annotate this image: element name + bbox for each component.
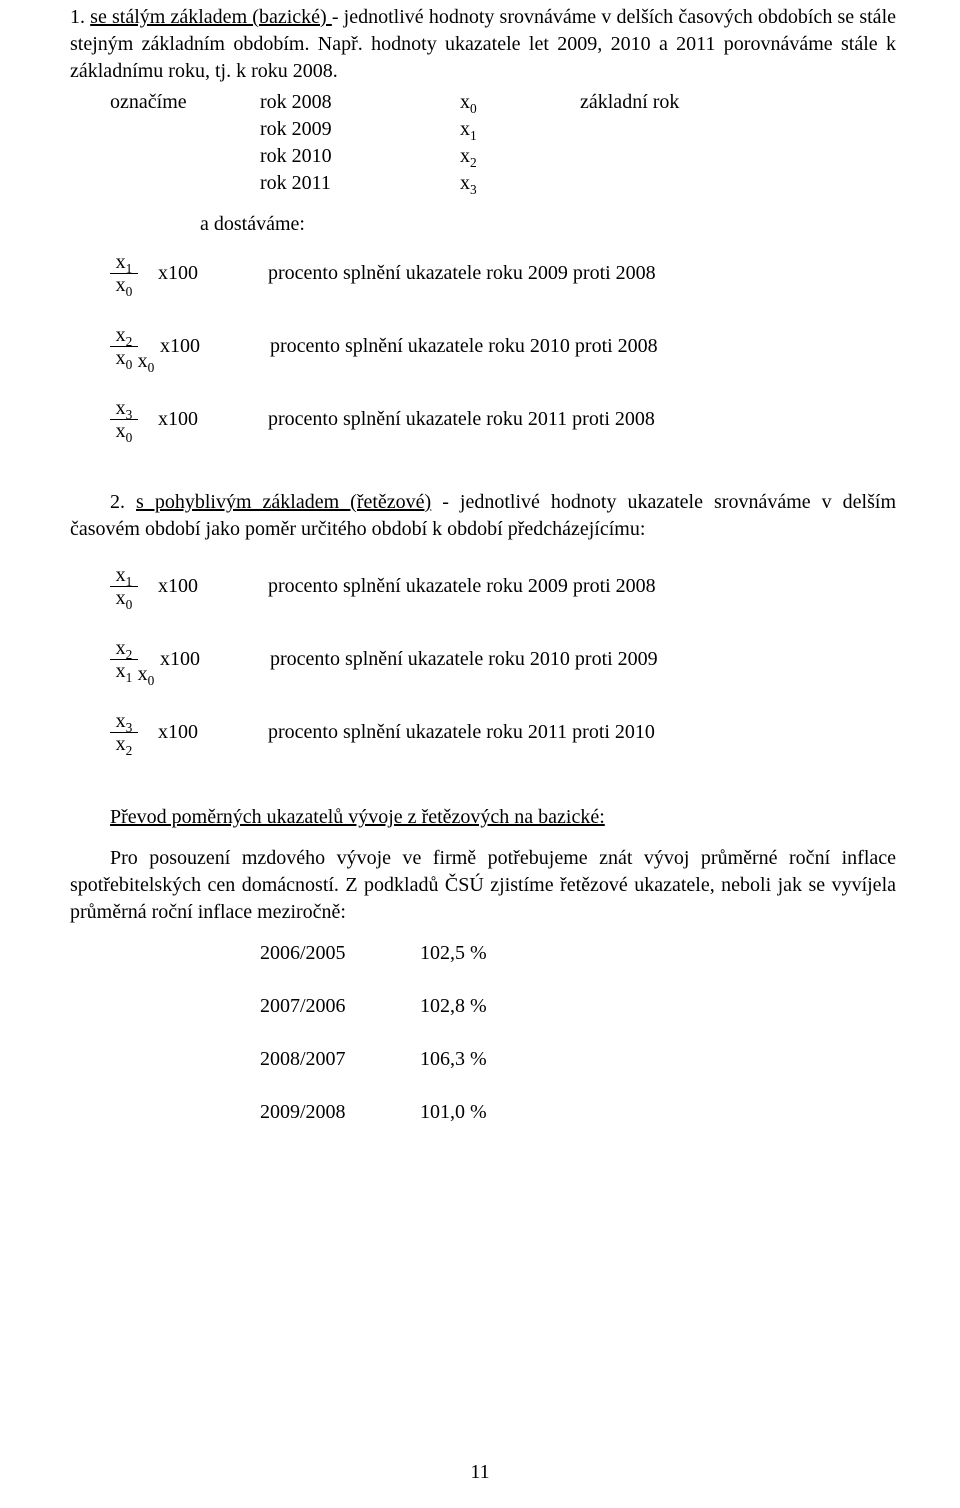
page-number: 11 [0, 1459, 960, 1486]
formula-description: procento splnění ukazatele roku 2009 pro… [268, 260, 656, 287]
frac-den-sub: 0 [126, 430, 133, 445]
frac-num-sub: 2 [126, 334, 133, 349]
paragraph-1-underlined: se stálým základem (bazické) [90, 6, 332, 28]
frac-num: x [116, 251, 126, 273]
note-cell: základní rok [580, 91, 679, 113]
times-100: x100 [160, 646, 200, 673]
formula-row: x2 x0 x0 x100 procento splnění ukazatele… [110, 325, 896, 368]
paragraph-2: 2. s pohyblivým základem (řetězové) - je… [70, 489, 896, 543]
formula-row: x3 x2 x100 procento splnění ukazatele ro… [110, 711, 896, 754]
x-sub: 3 [470, 182, 477, 197]
rok-cell: rok 2008 [260, 91, 332, 113]
period-cell: 2006/2005 [260, 940, 420, 967]
times-100: x100 [158, 573, 198, 600]
year-label-row: rok 2011 x3 [110, 170, 679, 197]
frac-den-sub: 0 [126, 597, 133, 612]
period-cell: 2007/2006 [260, 967, 420, 1020]
frac-num: x [116, 564, 126, 586]
formula-row: x3 x0 x100 procento splnění ukazatele ro… [110, 398, 896, 441]
year-label-row: rok 2009 x1 [110, 116, 679, 143]
frac-num-sub: 3 [126, 407, 133, 422]
paragraph-2-num: 2. [110, 491, 136, 513]
paragraph-1: 1. se stálým základem (bazické) - jednot… [70, 4, 896, 85]
ghost-fraction: x0 [132, 664, 160, 684]
year-label-table: označíme rok 2008 x0 základní rok rok 20… [110, 89, 679, 197]
oznacime-label: označíme [110, 89, 260, 116]
fraction: x1 x0 [110, 565, 138, 608]
value-cell: 102,5 % [420, 940, 487, 967]
section-heading: Převod poměrných ukazatelů vývoje z řetě… [110, 804, 896, 831]
ghost-den-sub: 0 [148, 673, 155, 688]
frac-num-sub: 1 [126, 574, 133, 589]
frac-num: x [116, 397, 126, 419]
frac-den: x [116, 587, 126, 609]
fraction: x3 x2 [110, 711, 138, 754]
year-label-row: označíme rok 2008 x0 základní rok [110, 89, 679, 116]
frac-den: x [116, 420, 126, 442]
ghost-den-sub: 0 [148, 360, 155, 375]
frac-num-sub: 1 [126, 261, 133, 276]
frac-num-sub: 2 [126, 647, 133, 662]
ghost-fraction: x0 [132, 351, 160, 371]
table-row: 2008/2007 106,3 % [260, 1020, 487, 1073]
value-cell: 102,8 % [420, 967, 487, 1020]
table-row: 2009/2008 101,0 % [260, 1073, 487, 1126]
fraction: x3 x0 [110, 398, 138, 441]
frac-den-sub: 2 [126, 743, 133, 758]
period-cell: 2009/2008 [260, 1073, 420, 1126]
frac-den: x [116, 347, 126, 369]
x-cell: x [460, 145, 470, 167]
frac-den-sub: 0 [126, 284, 133, 299]
paragraph-3: Pro posouzení mzdového vývoje ve firmě p… [70, 845, 896, 926]
formula-description: procento splnění ukazatele roku 2009 pro… [268, 573, 656, 600]
formula-row: x2 x1 x0 x100 procento splnění ukazatele… [110, 638, 896, 681]
frac-num: x [116, 710, 126, 732]
a-dostavame-label: a dostáváme: [200, 211, 896, 238]
value-cell: 106,3 % [420, 1020, 487, 1073]
x-sub: 2 [470, 155, 477, 170]
inflation-table: 2006/2005 102,5 % 2007/2006 102,8 % 2008… [260, 940, 487, 1126]
times-100: x100 [160, 333, 200, 360]
frac-num: x [116, 637, 126, 659]
formula-description: procento splnění ukazatele roku 2010 pro… [270, 333, 658, 360]
rok-cell: rok 2011 [260, 172, 331, 194]
times-100: x100 [158, 406, 198, 433]
rok-cell: rok 2010 [260, 145, 332, 167]
period-cell: 2008/2007 [260, 1020, 420, 1073]
rok-cell: rok 2009 [260, 118, 332, 140]
formula-row: x1 x0 x100 procento splnění ukazatele ro… [110, 565, 896, 608]
x-cell: x [460, 118, 470, 140]
paragraph-1-num: 1. [70, 6, 90, 28]
frac-num: x [116, 324, 126, 346]
value-cell: 101,0 % [420, 1073, 487, 1126]
frac-num-sub: 3 [126, 720, 133, 735]
table-row: 2006/2005 102,5 % [260, 940, 487, 967]
frac-den: x [116, 733, 126, 755]
formula-description: procento splnění ukazatele roku 2010 pro… [270, 646, 658, 673]
formula-description: procento splnění ukazatele roku 2011 pro… [268, 406, 655, 433]
x-sub: 0 [470, 101, 477, 116]
times-100: x100 [158, 719, 198, 746]
year-label-row: rok 2010 x2 [110, 143, 679, 170]
formula-row: x1 x0 x100 procento splnění ukazatele ro… [110, 252, 896, 295]
frac-den: x [116, 274, 126, 296]
ghost-den: x [138, 663, 148, 685]
formula-description: procento splnění ukazatele roku 2011 pro… [268, 719, 655, 746]
x-cell: x [460, 172, 470, 194]
times-100: x100 [158, 260, 198, 287]
x-sub: 1 [470, 128, 477, 143]
paragraph-2-underlined: s pohyblivým základem (řetězové) [136, 491, 431, 513]
fraction: x1 x0 [110, 252, 138, 295]
table-row: 2007/2006 102,8 % [260, 967, 487, 1020]
x-cell: x [460, 91, 470, 113]
ghost-den: x [138, 350, 148, 372]
frac-den: x [116, 660, 126, 682]
